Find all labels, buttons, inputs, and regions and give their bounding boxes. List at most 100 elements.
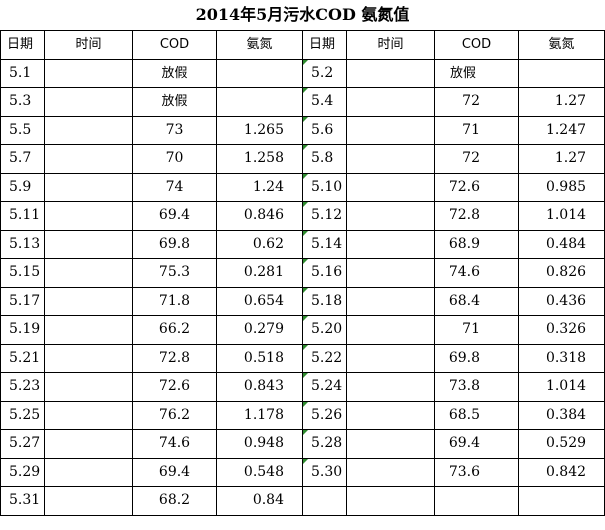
cell-date-right[interactable] — [302, 486, 347, 516]
cell-ammonia-right[interactable]: 0.484 — [517, 229, 605, 259]
header-date-1[interactable]: 日期 — [0, 30, 45, 60]
cell-cod-right[interactable]: 73.6 — [434, 457, 519, 487]
cell-date-left[interactable]: 5.9 — [0, 172, 45, 202]
cell-cod-right[interactable]: 68.4 — [434, 286, 519, 316]
cell-ammonia-right[interactable]: 1.014 — [517, 201, 605, 231]
cell-date-left[interactable]: 5.7 — [0, 144, 45, 174]
cell-date-left[interactable]: 5.17 — [0, 286, 45, 316]
cell-ammonia-left[interactable]: 1.178 — [216, 400, 303, 430]
cell-time-right[interactable] — [346, 87, 435, 117]
cell-ammonia-left[interactable]: 1.258 — [216, 144, 303, 174]
cell-cod-right[interactable] — [434, 486, 519, 516]
cell-cod-right[interactable]: 74.6 — [434, 258, 519, 288]
cell-date-left[interactable]: 5.5 — [0, 115, 45, 145]
cell-ammonia-left[interactable]: 0.279 — [216, 315, 303, 345]
cell-cod-right[interactable]: 73.8 — [434, 372, 519, 402]
cell-cod-right[interactable]: 72.6 — [434, 172, 519, 202]
cell-date-left[interactable]: 5.25 — [0, 400, 45, 430]
cell-cod-left[interactable]: 74 — [132, 172, 217, 202]
cell-ammonia-left[interactable] — [216, 87, 303, 117]
cell-time-left[interactable] — [44, 258, 133, 288]
cell-ammonia-right[interactable]: 1.247 — [517, 115, 605, 145]
cell-ammonia-left[interactable]: 0.846 — [216, 201, 303, 231]
cell-time-left[interactable] — [44, 400, 133, 430]
cell-date-left[interactable]: 5.19 — [0, 315, 45, 345]
cell-ammonia-right[interactable]: 0.326 — [517, 315, 605, 345]
header-cod-2[interactable]: COD — [434, 30, 519, 60]
cell-cod-left[interactable]: 71.8 — [132, 286, 217, 316]
cell-time-right[interactable] — [346, 486, 435, 516]
cell-cod-left[interactable]: 68.2 — [132, 486, 217, 516]
cell-ammonia-left[interactable]: 0.843 — [216, 372, 303, 402]
cell-date-right[interactable]: 5.14 — [302, 229, 347, 259]
cell-time-left[interactable] — [44, 343, 133, 373]
cell-time-right[interactable] — [346, 229, 435, 259]
cell-cod-left[interactable]: 74.6 — [132, 429, 217, 459]
cell-time-left[interactable] — [44, 172, 133, 202]
cell-date-left[interactable]: 5.23 — [0, 372, 45, 402]
cell-date-left[interactable]: 5.29 — [0, 457, 45, 487]
cell-cod-right[interactable]: 69.8 — [434, 343, 519, 373]
cell-time-left[interactable] — [44, 457, 133, 487]
header-time-2[interactable]: 时间 — [346, 30, 435, 60]
cell-date-left[interactable]: 5.1 — [0, 58, 45, 88]
cell-time-right[interactable] — [346, 315, 435, 345]
cell-ammonia-right[interactable]: 0.826 — [517, 258, 605, 288]
header-ammonia-1[interactable]: 氨氮 — [216, 30, 303, 60]
cell-date-left[interactable]: 5.31 — [0, 486, 45, 516]
cell-ammonia-left[interactable]: 0.62 — [216, 229, 303, 259]
cell-date-left[interactable]: 5.27 — [0, 429, 45, 459]
cell-ammonia-left[interactable]: 0.281 — [216, 258, 303, 288]
cell-date-right[interactable]: 5.20 — [302, 315, 347, 345]
cell-time-left[interactable] — [44, 372, 133, 402]
cell-date-left[interactable]: 5.21 — [0, 343, 45, 373]
cell-cod-right[interactable]: 放假 — [434, 58, 519, 88]
cell-date-right[interactable]: 5.12 — [302, 201, 347, 231]
cell-ammonia-left[interactable] — [216, 58, 303, 88]
cell-date-right[interactable]: 5.6 — [302, 115, 347, 145]
cell-time-left[interactable] — [44, 115, 133, 145]
cell-cod-left[interactable]: 72.6 — [132, 372, 217, 402]
cell-cod-left[interactable]: 76.2 — [132, 400, 217, 430]
table-title[interactable]: 2014年5月污水COD 氨氮值 — [0, 0, 605, 31]
cell-time-right[interactable] — [346, 115, 435, 145]
cell-date-right[interactable]: 5.30 — [302, 457, 347, 487]
cell-ammonia-right[interactable]: 1.27 — [517, 144, 605, 174]
cell-ammonia-right[interactable]: 0.985 — [517, 172, 605, 202]
cell-time-right[interactable] — [346, 343, 435, 373]
header-time-1[interactable]: 时间 — [44, 30, 133, 60]
cell-cod-left[interactable]: 放假 — [132, 87, 217, 117]
cell-time-right[interactable] — [346, 172, 435, 202]
cell-cod-left[interactable]: 放假 — [132, 58, 217, 88]
cell-date-left[interactable]: 5.13 — [0, 229, 45, 259]
cell-ammonia-left[interactable]: 0.84 — [216, 486, 303, 516]
cell-date-right[interactable]: 5.10 — [302, 172, 347, 202]
cell-cod-right[interactable]: 68.9 — [434, 229, 519, 259]
cell-date-right[interactable]: 5.22 — [302, 343, 347, 373]
cell-time-right[interactable] — [346, 144, 435, 174]
cell-ammonia-right[interactable]: 1.27 — [517, 87, 605, 117]
cell-date-right[interactable]: 5.2 — [302, 58, 347, 88]
cell-date-right[interactable]: 5.26 — [302, 400, 347, 430]
cell-cod-left[interactable]: 75.3 — [132, 258, 217, 288]
cell-date-right[interactable]: 5.4 — [302, 87, 347, 117]
cell-cod-right[interactable]: 72 — [434, 144, 519, 174]
cell-time-left[interactable] — [44, 58, 133, 88]
cell-time-left[interactable] — [44, 429, 133, 459]
cell-time-left[interactable] — [44, 144, 133, 174]
cell-date-right[interactable]: 5.16 — [302, 258, 347, 288]
cell-ammonia-right[interactable]: 1.014 — [517, 372, 605, 402]
cell-date-left[interactable]: 5.15 — [0, 258, 45, 288]
cell-date-right[interactable]: 5.18 — [302, 286, 347, 316]
cell-cod-right[interactable]: 71 — [434, 315, 519, 345]
cell-ammonia-right[interactable] — [517, 58, 605, 88]
cell-ammonia-left[interactable]: 0.548 — [216, 457, 303, 487]
cell-cod-right[interactable]: 71 — [434, 115, 519, 145]
cell-date-left[interactable]: 5.3 — [0, 87, 45, 117]
cell-time-right[interactable] — [346, 372, 435, 402]
header-ammonia-2[interactable]: 氨氮 — [517, 30, 605, 60]
cell-cod-right[interactable]: 72.8 — [434, 201, 519, 231]
cell-time-left[interactable] — [44, 486, 133, 516]
cell-time-right[interactable] — [346, 286, 435, 316]
cell-cod-left[interactable]: 69.4 — [132, 457, 217, 487]
